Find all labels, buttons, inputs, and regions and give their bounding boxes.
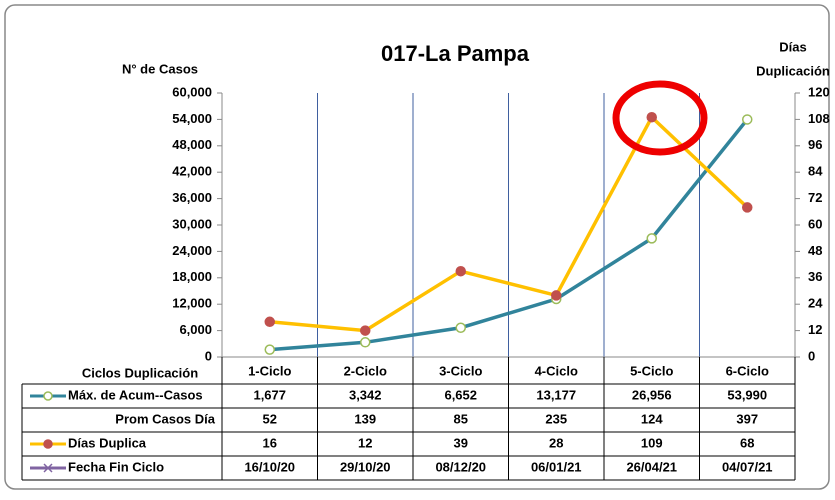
- table-value: 16/10/20: [244, 459, 295, 474]
- table-value: 3,342: [349, 387, 382, 402]
- table-value: 85: [454, 411, 468, 426]
- series-line: [269, 118, 749, 352]
- y-tick-label: 24,000: [172, 243, 212, 258]
- y2-tick-label: 0: [808, 348, 815, 363]
- legend-label: Máx. de Acum--Casos: [68, 387, 203, 402]
- y-tick-label: 30,000: [172, 216, 212, 231]
- y2-tick-label: 120: [808, 84, 830, 99]
- data-point: [360, 325, 371, 336]
- table-value: 08/12/20: [435, 459, 486, 474]
- data-point: [646, 233, 657, 244]
- table-value: 109: [641, 435, 663, 450]
- y-tick-label: 48,000: [172, 137, 212, 152]
- table-value: 26,956: [632, 387, 672, 402]
- table-value: 139: [354, 411, 376, 426]
- x-tick-label: 5-Ciclo: [630, 363, 673, 378]
- table-value: 28: [549, 435, 563, 450]
- data-point: [264, 316, 275, 328]
- y-tick-label: 0: [205, 348, 212, 363]
- data-point: [360, 337, 371, 348]
- y-tick-label: 12,000: [172, 296, 212, 311]
- legend-marker: [43, 463, 53, 473]
- data-point: [455, 265, 466, 277]
- data-point: [646, 111, 657, 123]
- table-value: 1,677: [253, 387, 286, 402]
- table-value: 53,990: [727, 387, 767, 402]
- table-value: 397: [736, 411, 758, 426]
- series-line: [269, 114, 749, 333]
- table-value: 04/07/21: [722, 459, 773, 474]
- legend-label: Fecha Fin Ciclo: [68, 459, 164, 474]
- y2-tick-label: 96: [808, 137, 822, 152]
- table-value: 39: [454, 435, 468, 450]
- y-tick-label: 60,000: [172, 84, 212, 99]
- y2-axis-label: Días: [779, 39, 806, 54]
- legend-marker: [43, 391, 53, 401]
- y2-tick-label: 36: [808, 269, 822, 284]
- table-value: 124: [641, 411, 663, 426]
- y-tick-label: 18,000: [172, 269, 212, 284]
- table-value: 29/10/20: [340, 459, 391, 474]
- y-tick-label: 42,000: [172, 164, 212, 179]
- legend-marker: [43, 439, 53, 449]
- table-value: 26/04/21: [626, 459, 677, 474]
- x-tick-label: 2-Ciclo: [344, 363, 387, 378]
- table-value: 52: [263, 411, 277, 426]
- x-tick-label: 4-Ciclo: [535, 363, 578, 378]
- table-value: 6,652: [444, 387, 477, 402]
- y2-tick-label: 84: [808, 164, 823, 179]
- y2-axis-label: Duplicación: [756, 63, 830, 78]
- y2-tick-label: 108: [808, 111, 830, 126]
- table-value: 235: [545, 411, 567, 426]
- y2-tick-label: 12: [808, 322, 822, 337]
- table-header: Ciclos Duplicación: [82, 365, 198, 380]
- y-axis-label: N° de Casos: [122, 61, 198, 76]
- x-tick-label: 3-Ciclo: [439, 363, 482, 378]
- data-point: [455, 322, 466, 333]
- y-tick-label: 6,000: [179, 322, 212, 337]
- chart-frame: [4, 4, 830, 490]
- table-value: 16: [263, 435, 277, 450]
- chart-title: 017-La Pampa: [381, 41, 530, 66]
- y2-tick-label: 72: [808, 190, 822, 205]
- data-point: [551, 290, 562, 301]
- data-point: [742, 202, 753, 213]
- data-point: [264, 344, 275, 355]
- table-value: 68: [740, 435, 754, 450]
- table-value: 06/01/21: [531, 459, 582, 474]
- y-tick-label: 36,000: [172, 190, 212, 205]
- y2-tick-label: 60: [808, 216, 822, 231]
- y-tick-label: 54,000: [172, 111, 212, 126]
- x-tick-label: 1-Ciclo: [248, 363, 291, 378]
- highlight-circle: [612, 80, 708, 156]
- legend-label: Prom Casos Día: [115, 411, 215, 426]
- legend-label: Días Duplica: [68, 435, 147, 450]
- x-tick-label: 6-Ciclo: [726, 363, 769, 378]
- y2-tick-label: 48: [808, 243, 822, 258]
- data-point: [742, 114, 753, 125]
- table-value: 13,177: [536, 387, 576, 402]
- y2-tick-label: 24: [808, 296, 823, 311]
- table-value: 12: [358, 435, 372, 450]
